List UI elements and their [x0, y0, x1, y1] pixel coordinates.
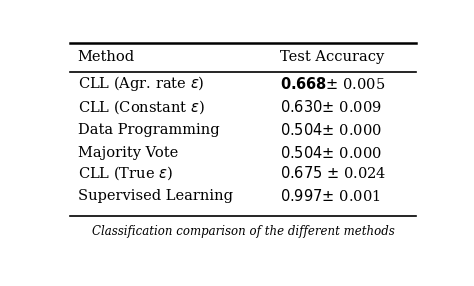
Text: Majority Vote: Majority Vote	[78, 146, 178, 160]
Text: CLL (True $\epsilon$): CLL (True $\epsilon$)	[78, 164, 173, 182]
Text: $0.997$$\pm$ 0.001: $0.997$$\pm$ 0.001	[280, 188, 380, 204]
Text: $0.630$$\pm$ 0.009: $0.630$$\pm$ 0.009	[280, 99, 381, 115]
Text: Test Accuracy: Test Accuracy	[280, 50, 384, 64]
Text: Classification comparison of the different methods: Classification comparison of the differe…	[91, 225, 394, 238]
Text: Method: Method	[78, 50, 135, 64]
Text: $0.675$ $\pm$ 0.024: $0.675$ $\pm$ 0.024	[280, 165, 386, 181]
Text: $0.504$$\pm$ 0.000: $0.504$$\pm$ 0.000	[280, 122, 382, 138]
Text: CLL (Agr. rate $\epsilon$): CLL (Agr. rate $\epsilon$)	[78, 74, 204, 93]
Text: CLL (Constant $\epsilon$): CLL (Constant $\epsilon$)	[78, 98, 205, 116]
Text: $\mathbf{0.668}$$\pm$ 0.005: $\mathbf{0.668}$$\pm$ 0.005	[280, 76, 385, 92]
Text: Supervised Learning: Supervised Learning	[78, 189, 233, 203]
Text: $0.504$$\pm$ 0.000: $0.504$$\pm$ 0.000	[280, 145, 382, 161]
Text: Data Programming: Data Programming	[78, 123, 219, 137]
